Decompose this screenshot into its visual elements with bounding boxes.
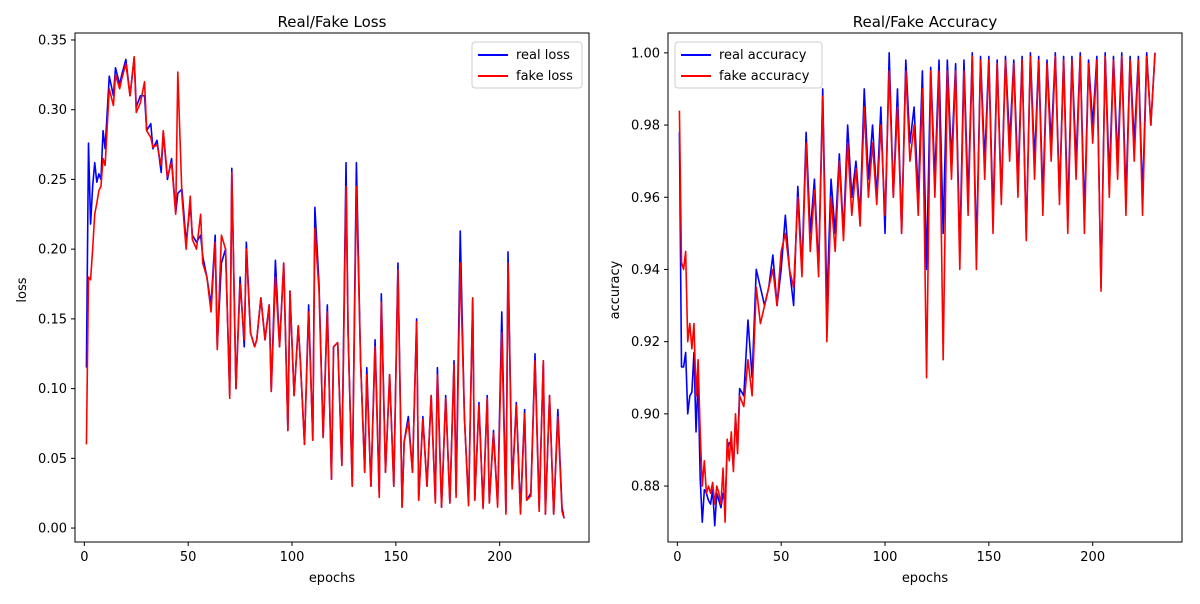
accuracy-y-tick-label: 0.98 xyxy=(631,119,660,134)
loss-y-tick-label: 0.10 xyxy=(38,382,67,397)
accuracy-legend-fake-label: fake accuracy xyxy=(719,69,810,84)
accuracy-axes-frame xyxy=(667,32,1183,543)
accuracy-y-tick-label: 0.88 xyxy=(631,480,660,495)
accuracy-y-tick-label: 0.90 xyxy=(631,407,660,422)
accuracy-chart-title: Real/Fake Accuracy xyxy=(853,13,998,31)
loss-y-tick-label: 0.30 xyxy=(38,103,67,118)
loss-series-line-fake xyxy=(85,55,565,519)
accuracy-x-tick-label: 100 xyxy=(873,550,898,565)
loss-chart-title: Real/Fake Loss xyxy=(278,13,387,31)
accuracy-y-tick-label: 1.00 xyxy=(631,46,660,61)
accuracy-series-line-fake xyxy=(678,52,1156,523)
loss-x-tick-label: 50 xyxy=(180,550,197,565)
loss-y-tick-label: 0.35 xyxy=(38,33,67,48)
accuracy-y-tick-label: 0.94 xyxy=(631,263,660,278)
accuracy-x-axis-label: epochs xyxy=(902,571,949,586)
loss-x-tick-label: 150 xyxy=(383,550,408,565)
loss-legend-fake-label: fake loss xyxy=(516,69,573,84)
loss-y-tick-label: 0.00 xyxy=(38,522,67,537)
loss-axes-frame xyxy=(74,32,590,543)
accuracy-x-tick-label: 50 xyxy=(773,550,790,565)
loss-x-axis-label: epochs xyxy=(309,571,356,586)
loss-y-tick-label: 0.05 xyxy=(38,452,67,467)
accuracy-legend-box xyxy=(674,41,823,89)
loss-x-tick-label: 0 xyxy=(80,550,88,565)
accuracy-panel: Real/Fake Accuracy 0 50 100 150 2000.880.900… xyxy=(608,13,1183,586)
loss-legend-real-label: real loss xyxy=(516,48,570,63)
accuracy-legend: real accuracy fake accuracy xyxy=(674,41,823,89)
loss-y-tick-label: 0.20 xyxy=(38,243,67,258)
accuracy-legend-real-label: real accuracy xyxy=(719,48,807,63)
loss-plot-area: 0 50 100 150 200 0.00 0.05 0.10 0.15 0.20 0.25 0.30… xyxy=(38,32,590,565)
accuracy-x-tick-label: 0 xyxy=(673,550,681,565)
loss-y-tick-label: 0.15 xyxy=(38,312,67,327)
accuracy-y-axis-label: accuracy xyxy=(608,260,623,319)
loss-legend: real loss fake loss xyxy=(471,41,583,89)
loss-x-tick-label: 100 xyxy=(280,550,305,565)
loss-x-tick-label: 200 xyxy=(487,550,512,565)
accuracy-y-tick-label: 0.92 xyxy=(631,335,660,350)
loss-panel: Real/Fake Loss 0 50 100 150 2000.000.050.100… xyxy=(15,13,590,586)
loss-y-tick-label: 0.25 xyxy=(38,173,67,188)
accuracy-plot-area: 0 50 100 150 200 0.88 0.90 0.92 0.94 0.96 0.98 1.00 xyxy=(631,32,1183,565)
accuracy-y-tick-label: 0.96 xyxy=(631,191,660,206)
accuracy-x-tick-label: 150 xyxy=(976,550,1001,565)
accuracy-x-tick-label: 200 xyxy=(1080,550,1105,565)
loss-y-axis-label: loss xyxy=(15,277,30,302)
